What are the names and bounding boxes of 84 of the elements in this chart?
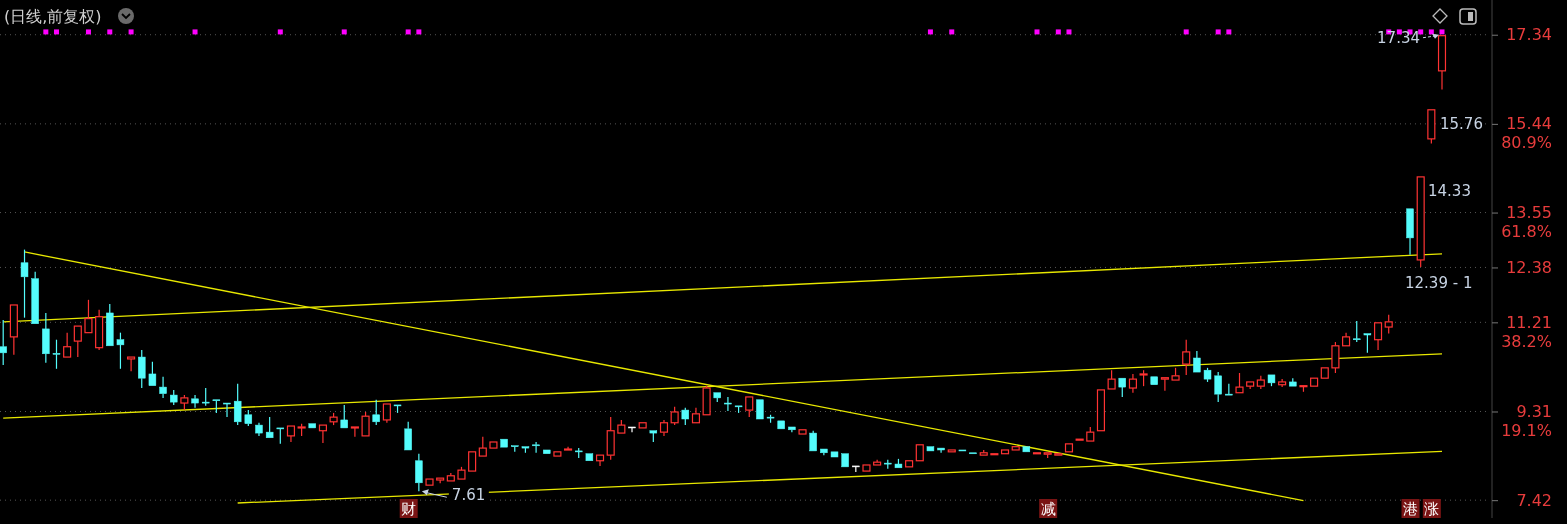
candlestick [1150,376,1158,385]
candlestick [1000,449,1010,455]
candlestick [84,299,93,334]
candlestick [382,403,391,424]
candlestick [905,460,914,468]
annotation: 14.33 [1428,182,1471,200]
candlestick [638,422,647,429]
x-tick-label: 涨 [1424,500,1440,518]
candlestick [990,453,999,456]
y-tick-label: 17.34 [1506,25,1552,45]
candlestick [127,356,136,372]
candlestick [1054,453,1063,456]
candlestick [947,449,956,453]
candlestick [628,426,636,433]
candlestick [958,449,967,452]
y-tick-label: 11.21 [1506,312,1552,332]
candlestick [1193,350,1201,373]
annotation: 15.76 [1440,115,1483,133]
candlestick [915,444,924,462]
candlestick [659,419,669,437]
candlestick [63,332,72,358]
candlestick [350,426,359,438]
candlestick [318,424,327,444]
candlestick [1406,208,1414,256]
candlestick [1342,332,1351,347]
candlestick [1437,35,1447,91]
x-tick-label: 财 [401,500,417,518]
y-tick-label: 7.42 [1516,490,1552,510]
candlestick [191,394,199,409]
candlestick [1310,377,1319,387]
candlestick [1373,322,1383,351]
y-tick-label: 13.55 [1506,203,1552,223]
candlestick [1032,452,1042,455]
candlestick [830,451,839,458]
candlestick [1128,373,1137,394]
y2-tick-label: 61.8% [1501,222,1552,242]
candlestick [841,453,849,468]
candlestick [425,478,434,486]
candlestick [862,464,871,472]
candlestick [95,309,104,351]
candlestick [308,423,316,429]
candlestick [798,429,807,435]
candlestick [777,420,785,430]
candlestick [1022,446,1031,453]
candlestick [873,459,882,466]
candlestick [1160,377,1169,392]
y-tick-label: 15.44 [1506,114,1552,134]
candlestick [9,304,18,356]
x-tick-label: 减 [1040,500,1056,518]
candlestick [553,451,562,457]
candlestick [1064,443,1074,453]
candlestick [489,441,498,449]
annotation: 7.61 [451,486,486,505]
candlestick [595,454,605,467]
candlestick [1075,438,1084,441]
y-tick-label: 9.31 [1516,402,1552,422]
annotation: 17.34 [1377,28,1420,47]
candlestick [1278,378,1287,388]
annotation: 12.39 - 1 [1405,274,1473,292]
candlestick [286,425,296,443]
candlestick [691,407,701,424]
y2-tick-label: 19.1% [1501,420,1552,440]
candlestick [532,441,540,454]
candlestick [415,453,423,492]
candlestick [159,376,167,399]
candlestick [585,453,594,462]
candlestick [468,451,477,472]
y2-tick-label: 38.2% [1501,331,1552,351]
y2-tick-label: 80.9% [1501,133,1552,153]
candlestick [969,452,977,455]
y-tick-label: 12.38 [1506,258,1552,278]
candlestick [500,438,508,448]
candlestick [756,399,764,420]
x-tick-label: 港 [1403,500,1419,518]
candlestick [926,446,935,452]
candlestick [937,447,945,454]
candlestick [1011,446,1020,451]
candlestick [788,426,796,433]
candlestick [1320,367,1329,379]
candlestick [724,396,732,412]
candlestick [223,402,231,418]
candlestick [1096,389,1106,432]
text: (日线,前复权) [4,7,102,26]
candlestick [543,449,551,454]
